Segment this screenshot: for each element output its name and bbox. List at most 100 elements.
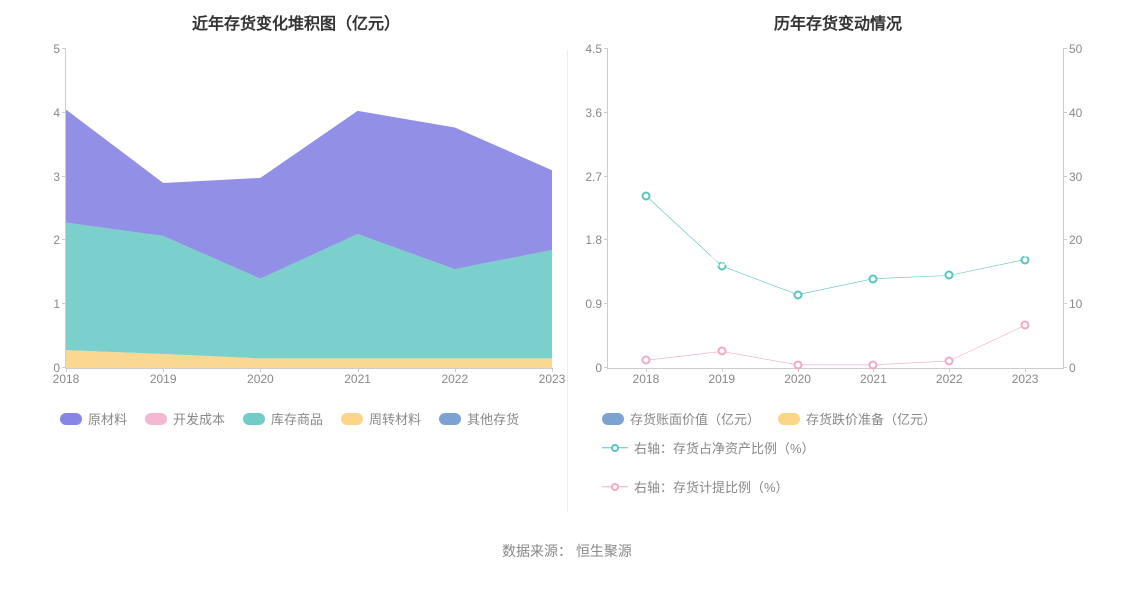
legend-label: 其他存货 [467,409,519,428]
left-chart-title: 近年存货变化堆积图（亿元） [30,0,562,49]
legend-item-zhangmian[interactable]: 存货账面价值（亿元） [602,409,760,428]
vertical-divider [567,50,568,512]
legend-item-qita[interactable]: 其他存货 [439,409,519,428]
right-right-ytick-line [1063,367,1067,368]
legend-swatch [60,413,82,425]
left-ytick-line [62,176,66,177]
left-xtick-label: 2023 [539,372,566,386]
bar-value-label: 4.09 [633,210,658,225]
right-right-ytick-line [1063,303,1067,304]
right-xtick-label: 2023 [1012,372,1039,386]
legend-swatch [341,413,363,425]
legend-swatch [145,413,167,425]
bar-value-label: 2.98 [785,251,810,266]
left-ytick-line [62,239,66,240]
legend-swatch [602,413,624,425]
right-left-ytick-label: 2.7 [585,170,602,184]
left-xtick-label: 2019 [150,372,177,386]
left-ytick-line [62,303,66,304]
line-zhanbi [646,196,1025,295]
legend-label: 库存商品 [271,409,323,428]
left-xtick-line [552,368,553,372]
right-left-ytick-line [604,48,608,49]
right-left-ytick-label: 0 [595,361,602,375]
left-xtick-label: 2018 [53,372,80,386]
right-left-ytick-line [604,176,608,177]
legend-item-zhanbi[interactable]: 右轴：存货占净资产比例（%） [602,438,815,457]
left-xtick-line [455,368,456,372]
right-right-ytick-label: 20 [1069,233,1082,247]
right-right-ytick-line [1063,112,1067,113]
right-left-ytick-line [604,112,608,113]
left-ytick-line [62,112,66,113]
left-area-svg [66,49,552,368]
left-ytick-label: 3 [53,170,60,184]
marker-zhanbi [641,191,650,200]
right-left-ytick-label: 3.6 [585,106,602,120]
right-right-ytick-label: 0 [1069,361,1076,375]
marker-zhanbi [945,271,954,280]
bar-value-label: 3.80 [937,220,962,235]
legend-item-yuancailiao[interactable]: 原材料 [60,409,127,428]
legend-line-swatch [602,481,628,493]
right-xtick-label: 2018 [633,372,660,386]
right-line-svg [608,49,1063,368]
right-right-ytick-label: 30 [1069,170,1082,184]
legend-label: 右轴：存货占净资产比例（%） [634,438,815,457]
marker-jiti [793,360,802,369]
right-right-ytick-line [1063,239,1067,240]
right-xtick-label: 2019 [708,372,735,386]
right-xtick-line [949,368,950,372]
right-legend: 存货账面价值（亿元） 存货跌价准备（亿元） 右轴：存货占净资产比例（%） 右轴：存货计… [572,389,1104,506]
left-xtick-line [66,368,67,372]
legend-label: 存货账面价值（亿元） [630,409,760,428]
left-ytick-label: 4 [53,106,60,120]
right-panel: 历年存货变动情况 00.91.82.73.64.5010203040502018… [572,0,1104,506]
right-chart-title: 历年存货变动情况 [572,0,1104,49]
legend-item-diejia[interactable]: 存货跌价准备（亿元） [778,409,936,428]
legend-swatch [439,413,461,425]
right-right-ytick-label: 40 [1069,106,1082,120]
right-left-ytick-line [604,367,608,368]
marker-zhanbi [793,290,802,299]
marker-jiti [641,356,650,365]
legend-swatch [243,413,265,425]
left-xtick-line [260,368,261,372]
right-xtick-line [1025,368,1026,372]
left-plot-area: 012345201820192020202120222023 [65,49,552,369]
data-source-value: 恒生聚源 [576,543,632,559]
bar-value-label: 3.14 [1012,245,1037,260]
right-left-ytick-line [604,303,608,304]
marker-jiti [869,360,878,369]
right-right-ytick-line [1063,48,1067,49]
left-ytick-label: 1 [53,297,60,311]
right-plot-area: 00.91.82.73.64.5010203040502018201920202… [607,49,1064,369]
line-jiti [646,325,1025,365]
marker-jiti [1021,321,1030,330]
right-left-ytick-label: 0.9 [585,297,602,311]
left-xtick-line [358,368,359,372]
right-xtick-label: 2020 [784,372,811,386]
legend-item-zhouzhuan[interactable]: 周转材料 [341,409,421,428]
right-xtick-label: 2022 [936,372,963,386]
marker-jiti [717,347,726,356]
legend-item-kucun[interactable]: 库存商品 [243,409,323,428]
right-xtick-label: 2021 [860,372,887,386]
right-left-ytick-label: 4.5 [585,42,602,56]
marker-jiti [945,356,954,365]
legend-item-kaifa[interactable]: 开发成本 [145,409,225,428]
legend-line-swatch [602,442,628,454]
bar-value-label: 2.90 [709,254,734,269]
left-ytick-label: 2 [53,233,60,247]
left-legend: 原材料开发成本 库存商品 周转材料 其他存货 [30,389,562,428]
legend-item-jiti[interactable]: 右轴：存货计提比例（%） [602,477,789,496]
legend-label: 存货跌价准备（亿元） [806,409,936,428]
dashboard: 近年存货变化堆积图（亿元） 01234520182019202020212022… [0,0,1134,506]
right-right-ytick-label: 10 [1069,297,1082,311]
legend-label: 原材料 [88,409,127,428]
data-source: 数据来源： 恒生聚源 [0,506,1134,581]
right-right-ytick-line [1063,176,1067,177]
legend-label: 周转材料 [369,409,421,428]
data-source-label: 数据来源： [502,543,572,559]
left-xtick-label: 2020 [247,372,274,386]
